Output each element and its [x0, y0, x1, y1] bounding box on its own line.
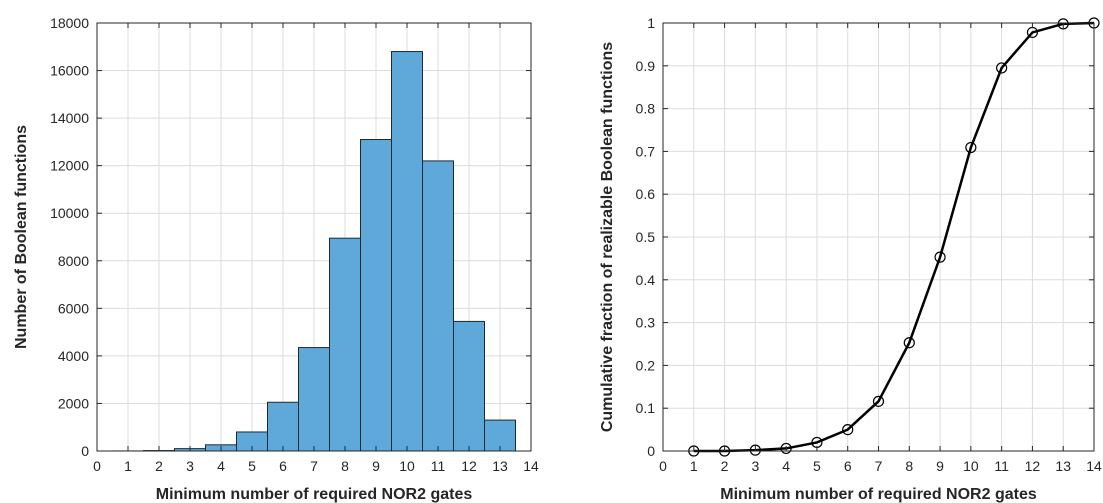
cumulative-y-tick-label: 0.5 — [636, 229, 656, 245]
histogram-bar — [422, 160, 454, 452]
histogram-x-tick-label: 9 — [372, 458, 380, 474]
cumulative-x-tick-label: 5 — [813, 458, 821, 474]
histogram-x-tick-label: 6 — [279, 458, 287, 474]
cumulative-point — [903, 337, 915, 349]
cumulative-x-tick-label: 3 — [751, 458, 759, 474]
histogram-x-tick-label: 8 — [341, 458, 349, 474]
cumulative-x-tick-label: 13 — [1055, 458, 1071, 474]
cumulative-y-tick-label: 0.6 — [636, 186, 656, 202]
cumulative-x-tick-label: 6 — [844, 458, 852, 474]
cumulative-ticks: 0 1 2 3 4 5 6 7 8 9 10 11 12 13 1400.10.20.30.40.50.60… — [636, 15, 1102, 474]
cumulative-point — [872, 395, 885, 407]
cumulative-x-tick-label: 14 — [1086, 458, 1102, 474]
histogram-x-tick-label: 0 — [93, 458, 101, 474]
histogram-bars — [112, 51, 516, 452]
histogram-bar — [360, 139, 392, 452]
cumulative-y-tick-label: 0.8 — [636, 101, 656, 117]
cumulative-x-tick-label: 0 — [659, 458, 667, 474]
histogram-x-tick-label: 5 — [248, 458, 256, 474]
cumulative-point — [965, 141, 977, 154]
histogram-y-tick-label: 18000 — [50, 15, 89, 31]
cumulative-x-tick-label: 7 — [875, 458, 883, 474]
histogram-x-tick-label: 11 — [431, 458, 446, 474]
histogram-panel: 0 1 2 3 4 5 6 7 8 9 10 11 12 13 1402000400060008000100… — [13, 15, 539, 503]
cumulative-x-tick-label: 10 — [963, 458, 979, 474]
histogram-bar — [453, 320, 485, 452]
histogram-x-tick-label: 2 — [155, 458, 163, 474]
cumulative-y-tick-label: 1 — [647, 15, 655, 31]
cumulative-y-tick-label: 0.7 — [636, 143, 656, 159]
cumulative-grid — [662, 22, 1095, 452]
cumulative-x-tick-label: 11 — [994, 458, 1009, 474]
histogram-y-tick-label: 0 — [81, 443, 89, 459]
histogram-x-tick-label: 14 — [523, 458, 539, 474]
cumulative-y-tick-label: 0.3 — [636, 315, 656, 331]
histogram-x-axis-label: Minimum number of required NOR2 gates — [156, 486, 473, 503]
cumulative-y-tick-label: 0.4 — [636, 272, 656, 288]
histogram-y-tick-label: 4000 — [58, 348, 89, 364]
cumulative-point — [1057, 18, 1069, 30]
histogram-y-tick-label: 8000 — [58, 253, 89, 269]
cumulative-x-tick-label: 12 — [1025, 458, 1041, 474]
cumulative-x-tick-label: 1 — [690, 458, 698, 474]
cumulative-x-axis-label: Minimum number of required NOR2 gates — [720, 486, 1037, 503]
histogram-x-tick-label: 10 — [399, 458, 415, 474]
histogram-y-tick-label: 6000 — [58, 300, 89, 316]
histogram-x-tick-label: 13 — [492, 458, 508, 474]
histogram-bar — [329, 237, 361, 452]
cumulative-panel: 0 1 2 3 4 5 6 7 8 9 10 11 12 13 1400.10.20.30.40.50.60… — [599, 15, 1102, 503]
histogram-x-tick-label: 12 — [461, 458, 477, 474]
cumulative-x-tick-label: 2 — [721, 458, 729, 474]
cumulative-y-tick-label: 0 — [647, 443, 655, 459]
histogram-x-tick-label: 1 — [124, 458, 132, 474]
cumulative-point — [842, 424, 854, 436]
cumulative-point — [749, 444, 761, 456]
cumulative-point — [934, 251, 946, 263]
cumulative-x-tick-label: 4 — [782, 458, 790, 474]
histogram-y-tick-label: 16000 — [50, 63, 89, 79]
histogram-y-tick-label: 2000 — [58, 395, 89, 411]
histogram-bar — [484, 419, 516, 452]
cumulative-x-tick-label: 8 — [905, 458, 913, 474]
cumulative-y-tick-label: 0.1 — [636, 400, 656, 416]
histogram-x-tick-label: 3 — [186, 458, 194, 474]
cumulative-y-axis-label: Cumulative fraction of realizable Boolea… — [599, 42, 616, 432]
histogram-x-tick-label: 4 — [217, 458, 225, 474]
cumulative-x-tick-label: 9 — [936, 458, 944, 474]
histogram-ticks: 0 1 2 3 4 5 6 7 8 9 10 11 12 13 1402000400060008000100… — [50, 15, 539, 474]
histogram-bar — [267, 401, 299, 452]
cumulative-point — [780, 442, 792, 455]
cumulative-y-tick-label: 0.9 — [636, 58, 656, 74]
histogram-y-axis-label: Number of Boolean functions — [13, 125, 30, 349]
histogram-bar — [391, 51, 423, 452]
histogram-y-tick-label: 10000 — [50, 205, 89, 221]
cumulative-y-tick-label: 0.2 — [636, 357, 656, 373]
histogram-x-tick-label: 7 — [310, 458, 318, 474]
histogram-bar — [298, 347, 330, 452]
histogram-y-tick-label: 14000 — [50, 110, 89, 126]
histogram-y-tick-label: 12000 — [50, 158, 89, 174]
cumulative-point — [996, 62, 1008, 74]
